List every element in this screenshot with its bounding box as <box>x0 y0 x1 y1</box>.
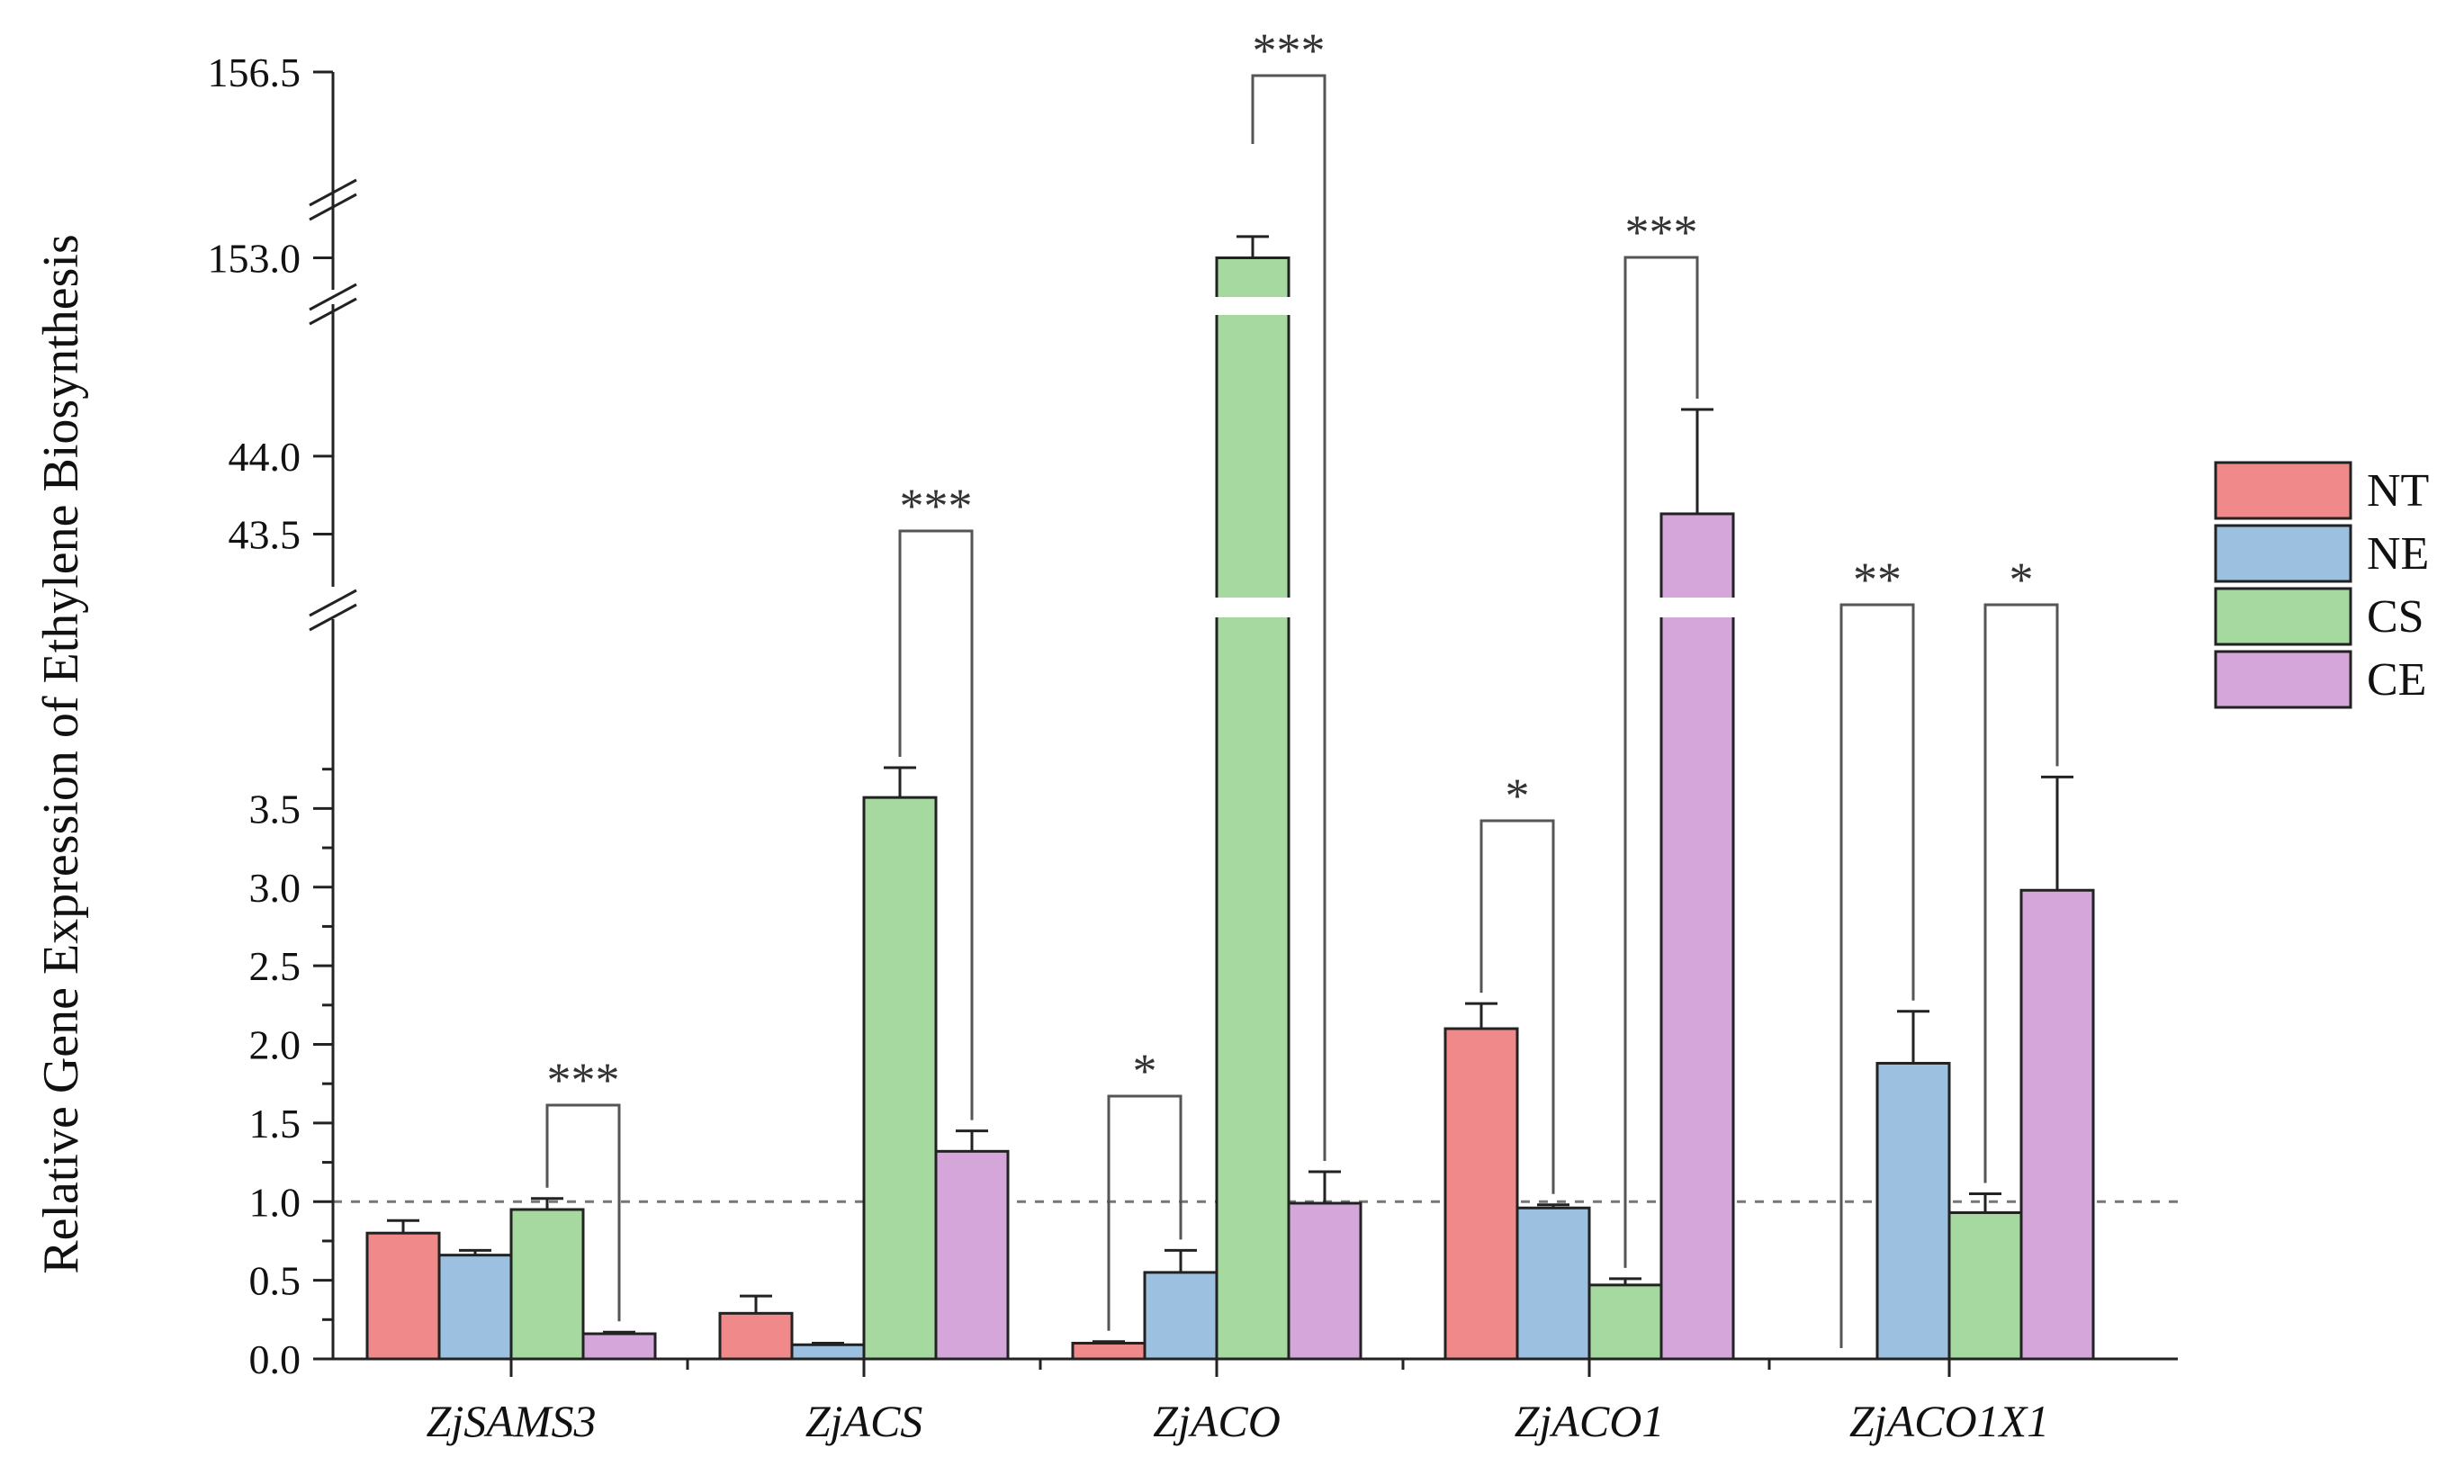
bar <box>1587 1283 1663 1361</box>
y-tick-label: 2.5 <box>249 943 301 989</box>
significance-bracket <box>1983 603 2059 1183</box>
bar <box>581 1332 657 1361</box>
axes-layer: 0.0 0.5 1.0 1.5 2.0 2.5 3.0 3.5 43.5 44.0 153.0 156… <box>208 49 2178 1446</box>
significance-bracket <box>1107 1094 1183 1331</box>
bar <box>1215 256 1290 1361</box>
significance-bracket <box>898 529 974 1120</box>
significance-label: ** <box>1853 553 1902 607</box>
legend-swatch <box>2214 461 2352 520</box>
y-axis-label: Relative Gene Expression of Ethylene Bio… <box>33 234 89 1274</box>
axis-break-mark <box>309 589 357 617</box>
axis-break-mark <box>309 283 357 311</box>
significance-bracket <box>545 1103 621 1322</box>
significance-label: * <box>2010 553 2034 607</box>
significance-label: *** <box>1253 23 1326 77</box>
y-tick-label: 3.5 <box>249 786 301 832</box>
significance-label: * <box>1133 1044 1157 1098</box>
significance-label: *** <box>547 1053 620 1107</box>
y-tick-label: 156.5 <box>208 49 301 95</box>
bar <box>1143 1271 1219 1361</box>
legend-swatch <box>2214 650 2352 709</box>
y-tick-label: 0.0 <box>249 1336 301 1382</box>
significance-bracket <box>1251 74 1326 1162</box>
y-tick-label: 43.5 <box>229 511 301 557</box>
bar <box>1287 1201 1362 1361</box>
significance-bracket <box>1479 819 1555 1194</box>
x-tick-label: ZjACO1 <box>1515 1396 1665 1446</box>
x-tick-label: ZjSAMS3 <box>427 1396 597 1446</box>
bar <box>1515 1206 1591 1361</box>
legend-label: NE <box>2367 528 2429 580</box>
y-tick-label: 1.0 <box>249 1179 301 1225</box>
bar <box>862 796 938 1361</box>
legend-label: CS <box>2367 591 2424 643</box>
bars-layer <box>365 256 2095 1361</box>
x-tick-label: ZjACS <box>805 1396 923 1446</box>
legend-swatch <box>2214 587 2352 646</box>
significance-label: *** <box>900 479 973 533</box>
legend-swatch <box>2214 524 2352 583</box>
bar <box>1947 1210 2023 1361</box>
legend-label: CE <box>2367 654 2426 706</box>
bar <box>509 1208 585 1361</box>
bar <box>934 1149 1010 1361</box>
bar-break-band <box>1215 297 1290 315</box>
bar <box>2019 888 2095 1361</box>
y-tick-label: 2.0 <box>249 1022 301 1068</box>
axis-break-mark <box>309 603 357 632</box>
significance-label: * <box>1506 769 1530 823</box>
bar <box>1443 1027 1519 1361</box>
y-tick-label: 0.5 <box>249 1258 301 1304</box>
error-bars-layer <box>387 235 2073 1345</box>
bar <box>718 1311 794 1361</box>
bar-break-band <box>1215 598 1290 617</box>
y-tick-label: 3.0 <box>249 865 301 911</box>
axis-break-mark <box>309 178 357 207</box>
axis-break-mark <box>309 193 357 221</box>
y-tick-label: 1.5 <box>249 1101 301 1147</box>
bar <box>437 1254 513 1361</box>
legend: NT NE CS CE <box>2214 461 2429 709</box>
significance-bracket <box>1839 603 1915 1348</box>
bar <box>365 1231 441 1361</box>
axis-break-mark <box>309 297 357 326</box>
bar <box>790 1343 866 1361</box>
bar <box>1875 1061 1951 1361</box>
significance-layer: **************** * <box>545 23 2059 1348</box>
significance-label: *** <box>1625 205 1698 259</box>
y-tick-label: 44.0 <box>229 434 301 480</box>
y-tick-label: 153.0 <box>208 236 301 282</box>
bar <box>1071 1342 1147 1361</box>
bar <box>1659 512 1735 1361</box>
legend-label: NT <box>2367 465 2429 517</box>
x-tick-label: ZjACO <box>1153 1396 1281 1446</box>
x-tick-label: ZjACO1X1 <box>1849 1396 2049 1446</box>
bar-break-band <box>1659 598 1735 617</box>
significance-bracket <box>1623 256 1699 1268</box>
